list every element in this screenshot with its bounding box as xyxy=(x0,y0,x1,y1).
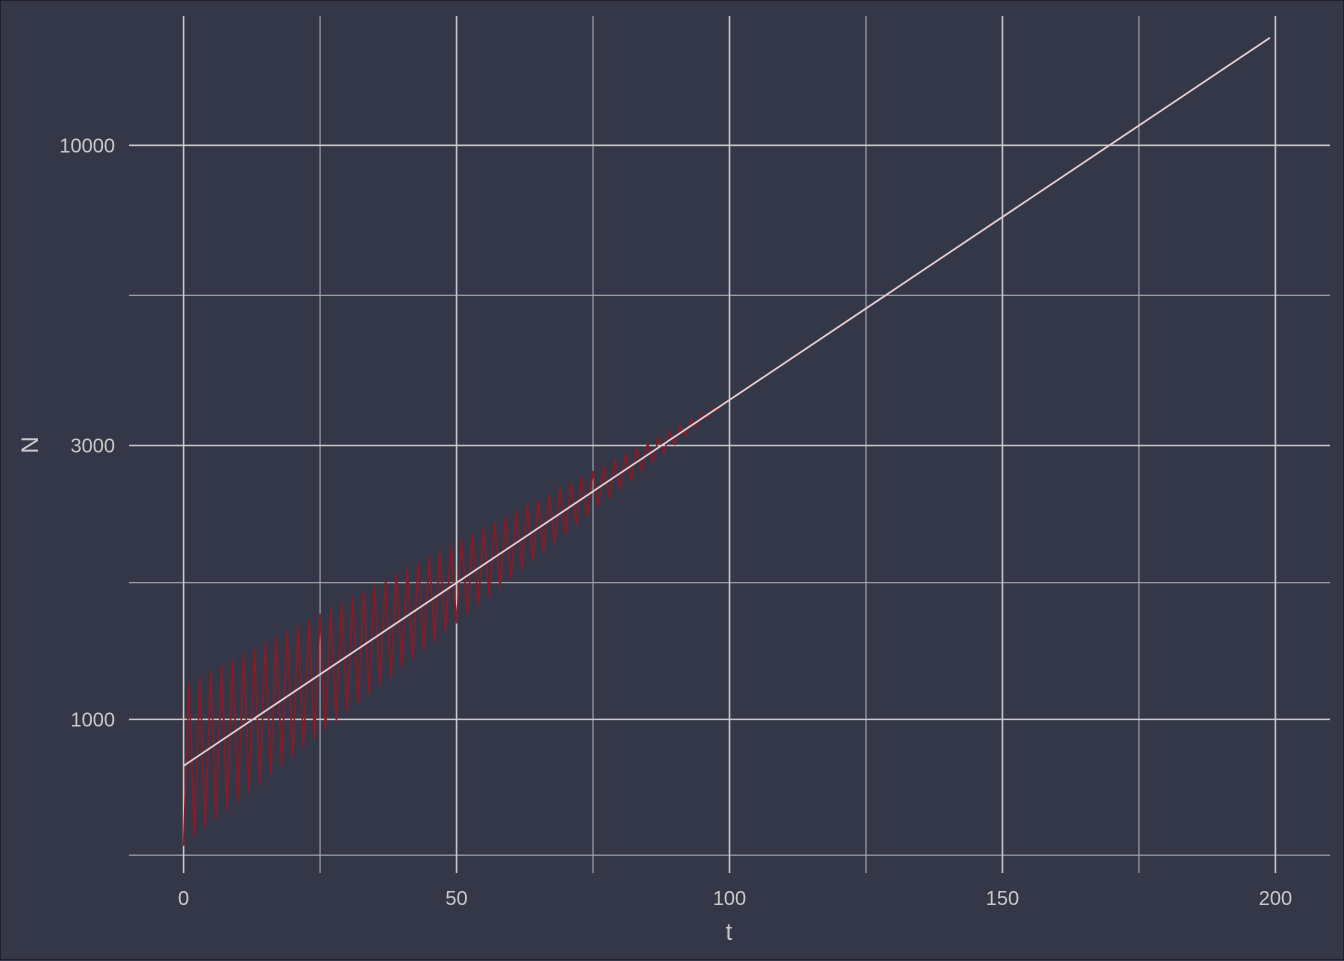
x-tick-label: 200 xyxy=(1259,888,1292,910)
series-line-oscillating xyxy=(182,37,1271,846)
y-tick-labels: 1000 3000 10000 xyxy=(59,135,115,731)
series-line-trend xyxy=(183,36,1271,767)
y-axis-title: N xyxy=(17,436,44,453)
x-tick-labels: 0 50 100 150 200 xyxy=(178,888,1292,910)
x-tick-label: 0 xyxy=(178,888,189,910)
y-tick-label: 1000 xyxy=(71,709,116,731)
series-layer xyxy=(182,36,1271,846)
x-tick-label: 50 xyxy=(445,888,467,910)
x-tick-label: 100 xyxy=(713,888,746,910)
y-tick-label: 3000 xyxy=(71,435,116,457)
y-tick-label: 10000 xyxy=(59,135,115,157)
x-axis-title: t xyxy=(726,919,733,946)
grid-major xyxy=(129,16,1330,873)
x-tick-label: 150 xyxy=(986,888,1019,910)
